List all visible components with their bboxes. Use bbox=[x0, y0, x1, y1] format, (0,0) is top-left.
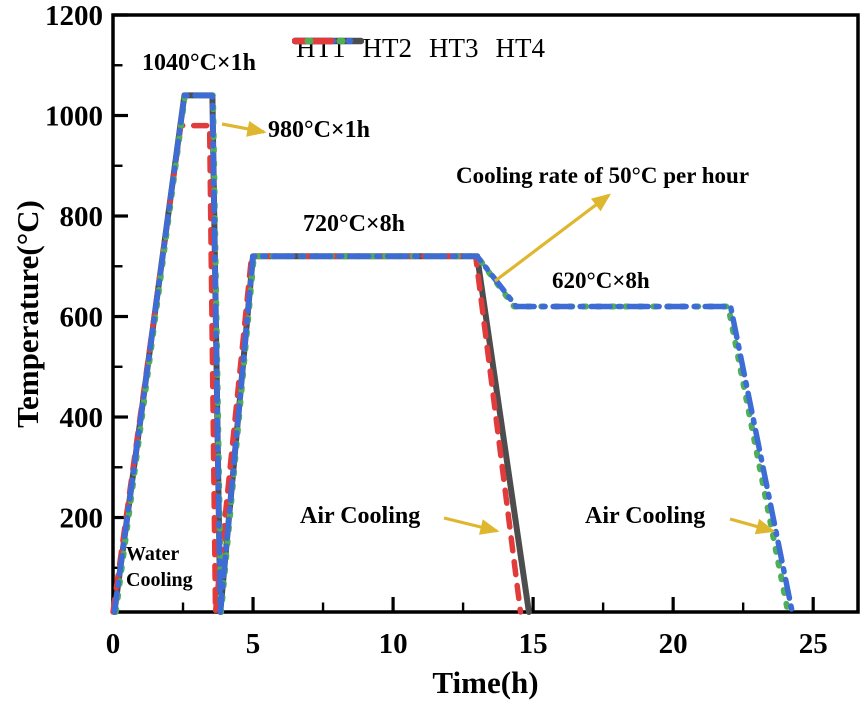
series-ht3 bbox=[110, 122, 524, 615]
x-tick-label: 10 bbox=[379, 628, 408, 660]
annotation-arrow-3 bbox=[494, 193, 612, 283]
legend-label-ht3: HT3 bbox=[429, 33, 479, 63]
annotation-980c-1h: 980°C×1h bbox=[268, 117, 370, 143]
x-tick-label: 20 bbox=[659, 628, 688, 660]
annotation-arrow-6 bbox=[729, 517, 776, 535]
y-tick-label: 1200 bbox=[45, 0, 103, 32]
legend-label-ht2: HT2 bbox=[362, 33, 413, 63]
annotation-arrow-1 bbox=[221, 121, 267, 137]
y-tick-label: 400 bbox=[60, 402, 104, 434]
x-tick-label: 15 bbox=[519, 628, 548, 660]
annotation-620c-8h: 620°C×8h bbox=[552, 268, 650, 293]
x-tick-label: 25 bbox=[799, 628, 828, 660]
y-tick-label: 600 bbox=[60, 302, 104, 334]
annotation-1040c-1h: 1040°C×1h bbox=[142, 50, 256, 76]
y-tick-label: 200 bbox=[60, 503, 104, 535]
series-ht2 bbox=[111, 92, 795, 615]
x-axis-title: Time(h) bbox=[432, 665, 539, 700]
x-tick-label: 5 bbox=[246, 628, 261, 660]
legend-line-ht4-icon bbox=[292, 37, 364, 45]
y-tick-label: 800 bbox=[60, 201, 104, 233]
annotation-cooling-rate: Cooling rate of 50°C per hour bbox=[456, 163, 750, 188]
annotation-water-cooling: Water Cooling bbox=[126, 543, 193, 591]
annotation-air-cooling-2: Air Cooling bbox=[585, 503, 706, 529]
legend: HT1 HT2 HT3 HT4 bbox=[292, 33, 558, 64]
legend-item-ht4: HT4 bbox=[292, 33, 546, 64]
annotation-air-cooling-1: Air Cooling bbox=[300, 503, 421, 529]
y-tick-label: 1000 bbox=[45, 101, 103, 133]
legend-item-ht2: HT2 bbox=[292, 33, 413, 64]
legend-label-ht4: HT4 bbox=[495, 33, 546, 63]
plot-frame bbox=[111, 13, 860, 614]
legend-item-ht3: HT3 bbox=[292, 33, 479, 64]
annotation-arrow-5 bbox=[443, 516, 500, 535]
y-axis-title: Temperature(°C) bbox=[10, 200, 45, 428]
annotation-720c-8h: 720°C×8h bbox=[303, 211, 405, 237]
x-tick-label: 0 bbox=[106, 628, 121, 660]
